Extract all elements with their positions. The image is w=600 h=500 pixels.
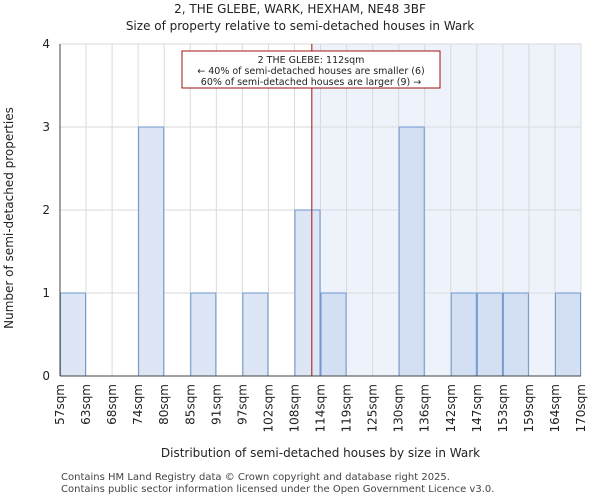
histogram-bar [502, 292, 529, 377]
x-tick-label: 170sqm [574, 384, 588, 432]
x-tick-label: 114sqm [314, 384, 328, 432]
annotation-box [181, 50, 441, 89]
histogram-bar [138, 126, 165, 377]
y-tick-label: 0 [42, 369, 50, 383]
annotation-text: ← 40% of semi-detached houses are smalle… [197, 66, 425, 77]
histogram-bar [476, 292, 503, 377]
x-tick-label: 57sqm [53, 384, 67, 425]
y-tick-label: 4 [42, 37, 50, 51]
x-tick-label: 164sqm [548, 384, 562, 432]
y-tick-label: 2 [42, 203, 50, 217]
x-tick-label: 125sqm [366, 384, 380, 432]
histogram-bar [242, 292, 269, 377]
x-tick-label: 91sqm [209, 384, 223, 425]
x-tick-label: 119sqm [340, 384, 354, 432]
chart-subtitle: Size of property relative to semi-detach… [125, 19, 475, 33]
x-tick-label: 80sqm [157, 384, 171, 425]
x-tick-label: 159sqm [522, 384, 536, 432]
histogram-bar [60, 292, 87, 377]
x-tick-label: 130sqm [392, 384, 406, 432]
x-tick-label: 142sqm [444, 384, 458, 432]
footer-copyright: Contains HM Land Registry data © Crown c… [61, 472, 450, 483]
y-tick-label: 1 [42, 286, 50, 300]
x-tick-label: 153sqm [496, 384, 510, 432]
x-tick-label: 147sqm [470, 384, 484, 432]
x-tick-label: 85sqm [183, 384, 197, 425]
x-tick-label: 108sqm [287, 384, 301, 432]
x-tick-label: 74sqm [131, 384, 145, 425]
histogram-bar [398, 126, 425, 377]
x-tick-label: 102sqm [261, 384, 275, 432]
x-tick-label: 97sqm [235, 384, 249, 425]
x-tick-label: 68sqm [105, 384, 119, 425]
histogram-bar [554, 292, 582, 377]
annotation-text: 2 THE GLEBE: 112sqm [258, 55, 365, 66]
y-tick-label: 3 [42, 120, 50, 134]
x-tick-label: 136sqm [418, 384, 432, 432]
histogram-bar [320, 292, 347, 377]
chart-title: 2, THE GLEBE, WARK, HEXHAM, NE48 3BF [174, 2, 426, 16]
histogram-bar [294, 209, 321, 377]
x-tick-label: 63sqm [79, 384, 93, 425]
footer-licence: Contains public sector information licen… [61, 484, 495, 495]
y-axis-title: Number of semi-detached properties [2, 107, 16, 329]
histogram-bar [190, 292, 217, 377]
x-axis-title: Distribution of semi-detached houses by … [161, 446, 480, 460]
annotation-text: 60% of semi-detached houses are larger (… [201, 77, 421, 88]
histogram-bar [450, 292, 477, 377]
